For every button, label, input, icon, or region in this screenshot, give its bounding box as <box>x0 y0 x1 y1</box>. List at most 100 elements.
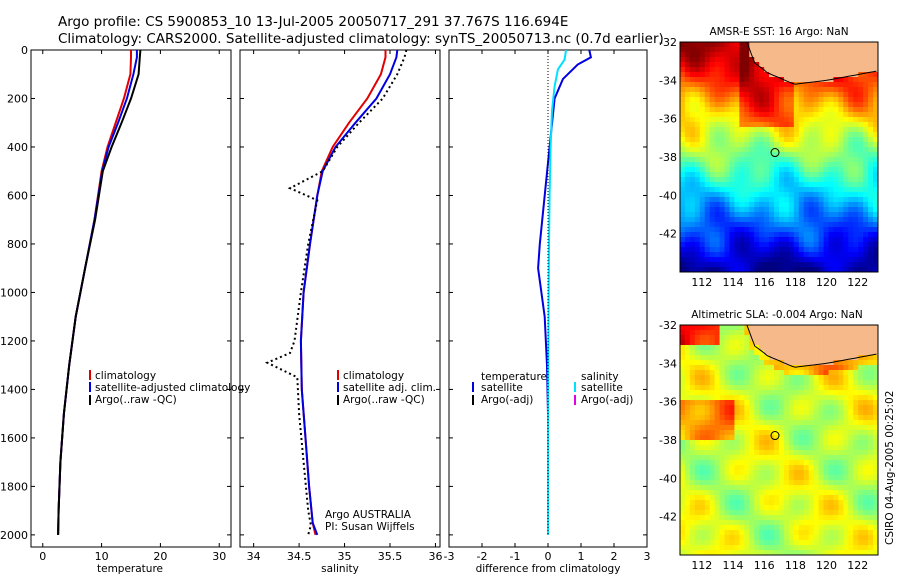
y-tick-label: 1400 <box>0 383 28 396</box>
map-cell <box>788 232 795 238</box>
map-cell <box>689 202 696 208</box>
map-cell <box>764 435 770 441</box>
map-cell <box>719 117 726 123</box>
map-cell <box>803 87 810 93</box>
map-cell <box>769 62 775 68</box>
map-cell <box>689 525 696 531</box>
map-cell <box>689 455 696 461</box>
map-cell <box>714 47 721 53</box>
map-cell <box>769 475 775 481</box>
map-cell <box>694 500 701 506</box>
map-cell <box>808 207 815 213</box>
map-cell <box>729 162 736 168</box>
map-cell <box>828 545 835 551</box>
map-cell <box>858 445 864 451</box>
map-cell <box>783 267 790 272</box>
map-cell <box>868 510 874 516</box>
map-cell <box>729 395 736 401</box>
map-cell <box>779 47 785 53</box>
map-cell <box>769 122 775 128</box>
map-cell <box>749 465 755 471</box>
map-cell <box>704 187 711 193</box>
map-cell <box>853 187 859 193</box>
map-cell <box>793 167 800 173</box>
map-cell <box>759 490 765 496</box>
map-cell <box>868 117 874 123</box>
map-cell <box>754 222 760 228</box>
map-cell <box>838 157 844 163</box>
map-cell <box>759 137 765 143</box>
map-cell <box>774 400 780 406</box>
map-cell <box>843 142 849 148</box>
map-cell <box>793 375 800 381</box>
map-cell <box>694 505 701 511</box>
map-cell <box>793 495 800 501</box>
map-cell <box>783 127 790 133</box>
map-cell <box>868 475 874 481</box>
map-cell <box>873 495 878 501</box>
map-cell <box>744 410 750 416</box>
difference-axis-label: difference from climatology <box>476 563 621 575</box>
map-cell <box>813 335 820 341</box>
map-cell <box>803 107 810 113</box>
map-cell <box>863 152 869 158</box>
map-cell <box>754 42 760 48</box>
map-cell <box>680 335 686 341</box>
map-cell <box>868 52 874 58</box>
map-cell <box>744 77 750 83</box>
map-cell <box>803 152 810 158</box>
map-cell <box>813 112 820 118</box>
map-cell <box>843 440 849 446</box>
map-cell <box>863 107 869 113</box>
map-cell <box>739 425 745 431</box>
map-cell <box>769 505 775 511</box>
map-cell <box>863 42 869 48</box>
map-cell <box>739 515 745 521</box>
map-cell <box>680 415 686 421</box>
map-cell <box>798 360 805 366</box>
map-cell <box>694 400 701 406</box>
map-cell <box>788 62 795 68</box>
map-cell <box>828 82 835 88</box>
map-cell <box>744 365 750 371</box>
legend-label-temperature-argo: Argo(-adj) <box>481 394 533 406</box>
map-cell <box>724 350 731 356</box>
map-cell <box>848 460 854 466</box>
map-cell <box>754 87 760 93</box>
map-cell <box>863 510 869 516</box>
map-cell <box>808 172 815 178</box>
map-cell <box>838 545 844 551</box>
map-cell <box>838 535 844 541</box>
map-cell <box>813 172 820 178</box>
map-cell <box>734 112 740 118</box>
map-cell <box>779 375 785 381</box>
map-cell <box>863 365 869 371</box>
map-cell <box>744 117 750 123</box>
map-cell <box>873 530 878 536</box>
map-cell <box>853 97 859 103</box>
map-cell <box>729 485 736 491</box>
map-cell <box>808 525 815 531</box>
map-cell <box>694 182 701 188</box>
map-cell <box>833 545 839 551</box>
map-cell <box>848 117 854 123</box>
map-cell <box>823 67 830 73</box>
map-cell <box>808 82 815 88</box>
map-cell <box>774 430 780 436</box>
map-cell <box>793 42 800 48</box>
map-cell <box>808 232 815 238</box>
map-cell <box>729 42 736 48</box>
map-cell <box>699 257 706 263</box>
map-cell <box>680 262 686 268</box>
map-cell <box>818 177 825 183</box>
map-cell <box>759 47 765 53</box>
map-cell <box>734 445 740 451</box>
map-cell <box>808 77 815 83</box>
map-cell <box>788 162 795 168</box>
map-cell <box>749 500 755 506</box>
map-cell <box>853 167 859 173</box>
map-cell <box>828 192 835 198</box>
map-cell <box>848 390 854 396</box>
map-cell <box>699 345 706 351</box>
map-cell <box>783 400 790 406</box>
